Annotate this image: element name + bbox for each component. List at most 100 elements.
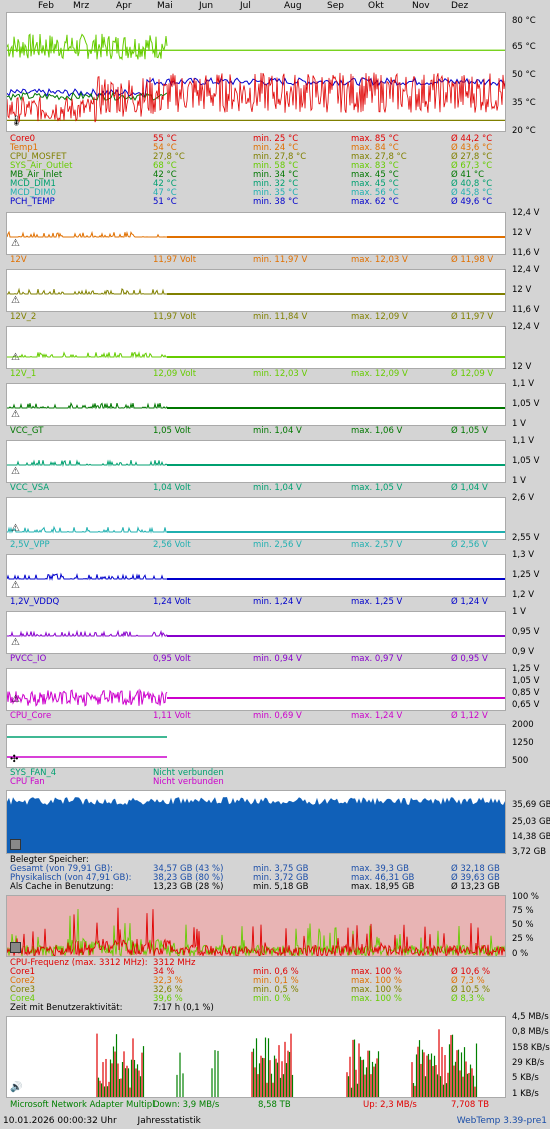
min-value: min. 0 % bbox=[253, 994, 291, 1004]
min-value: min. 5,18 GB bbox=[253, 882, 309, 892]
min-value: min. 3,72 GB bbox=[253, 873, 309, 883]
sensor-name: Core1 bbox=[10, 967, 36, 977]
max-value: max. 100 % bbox=[351, 976, 402, 986]
sensor-name: Core2 bbox=[10, 976, 36, 986]
sensor-name: Als Cache in Benutzung: bbox=[10, 882, 114, 892]
voltage-warning-icon: ⚠ bbox=[11, 466, 20, 477]
voltage-graph: ⚠ bbox=[6, 440, 506, 483]
y-axis-label: 29 KB/s bbox=[512, 1058, 545, 1068]
y-axis-label: 2,55 V bbox=[512, 533, 540, 543]
current-value: 1,05 Volt bbox=[153, 426, 191, 436]
user-activity-value: 7:17 h (0,1 %) bbox=[153, 1003, 214, 1013]
avg-value: Ø 32,18 GB bbox=[451, 864, 500, 874]
min-value: min. 38 °C bbox=[253, 197, 299, 207]
current-value: 1,04 Volt bbox=[153, 483, 191, 493]
y-axis-label: 50 °C bbox=[512, 70, 536, 80]
current-value: 51 °C bbox=[153, 197, 177, 207]
current-value: 42 °C bbox=[153, 170, 177, 180]
month-axis: Feb Mrz Apr Mai Jun Jul Aug Sep Okt Nov Dez bbox=[0, 0, 550, 12]
avg-value: Ø 11,97 V bbox=[451, 312, 494, 322]
sensor-name: MCD_DIM1 bbox=[10, 179, 56, 189]
avg-value: Ø 67,3 °C bbox=[451, 161, 493, 171]
memory-graph bbox=[6, 790, 506, 854]
month-label: Dez bbox=[451, 1, 469, 11]
avg-value: Ø 10,5 % bbox=[451, 985, 491, 995]
y-axis-label: 0 % bbox=[512, 949, 529, 959]
temperature-graph: 🌡 bbox=[6, 12, 506, 132]
avg-value: Ø 1,05 V bbox=[451, 426, 488, 436]
min-value: min. 3,75 GB bbox=[253, 864, 309, 874]
current-value: 12,09 Volt bbox=[153, 369, 197, 379]
max-value: max. 84 °C bbox=[351, 143, 399, 153]
min-value: min. 1,24 V bbox=[253, 597, 302, 607]
avg-value: Ø 45,8 °C bbox=[451, 188, 493, 198]
cpu-frequency-value: 3312 MHz bbox=[153, 958, 196, 968]
min-value: min. 1,04 V bbox=[253, 426, 302, 436]
month-label: Jul bbox=[240, 1, 251, 11]
y-axis-label: 1,25 V bbox=[512, 570, 540, 580]
max-value: max. 1,05 V bbox=[351, 483, 403, 493]
avg-value: Ø 2,56 V bbox=[451, 540, 488, 550]
y-axis-label: 0,9 V bbox=[512, 647, 535, 657]
footer-mode-link[interactable]: Jahresstatistik bbox=[137, 1116, 201, 1126]
y-axis-label: 0,85 V bbox=[512, 688, 540, 698]
version-link[interactable]: WebTemp 3.39-pre1 bbox=[456, 1116, 547, 1126]
current-value: 0,95 Volt bbox=[153, 654, 191, 664]
month-label: Mai bbox=[157, 1, 173, 11]
avg-value: Ø 8,3 % bbox=[451, 994, 485, 1004]
current-value: 34,57 GB (43 %) bbox=[153, 864, 224, 874]
min-value: min. 0,1 % bbox=[253, 976, 299, 986]
avg-value: Ø 1,04 V bbox=[451, 483, 488, 493]
y-axis-label: 25,03 GB bbox=[512, 817, 550, 827]
sensor-name: SYS_Air_Outlet bbox=[10, 161, 73, 171]
max-value: max. 62 °C bbox=[351, 197, 399, 207]
y-axis-label: 1,1 V bbox=[512, 436, 535, 446]
current-value: 2,56 Volt bbox=[153, 540, 191, 550]
memory-chip-icon bbox=[10, 839, 21, 850]
month-label: Jun bbox=[199, 1, 214, 11]
sensor-name: MCD_DIM0 bbox=[10, 188, 56, 198]
voltage-warning-icon: ⚠ bbox=[11, 409, 20, 420]
sensor-name: 12V_1 bbox=[10, 369, 37, 379]
network-up-total: 7,708 TB bbox=[451, 1100, 490, 1110]
avg-value: Ø 27,8 °C bbox=[451, 152, 493, 162]
y-axis-label: 12,4 V bbox=[512, 208, 540, 218]
sensor-name: Physikalisch (von 47,91 GB): bbox=[10, 873, 132, 883]
y-axis-label: 1,25 V bbox=[512, 664, 540, 674]
max-value: max. 46,31 GB bbox=[351, 873, 415, 883]
min-value: min. 0,94 V bbox=[253, 654, 302, 664]
y-axis-label: 75 % bbox=[512, 906, 534, 916]
month-label: Okt bbox=[368, 1, 384, 11]
fan-icon: ✣ bbox=[10, 754, 19, 765]
y-axis-label: 0,65 V bbox=[512, 700, 540, 710]
y-axis-label: 1,05 V bbox=[512, 399, 540, 409]
voltage-warning-icon: ⚠ bbox=[11, 637, 20, 648]
avg-value: Ø 41 °C bbox=[451, 170, 485, 180]
max-value: max. 100 % bbox=[351, 985, 402, 995]
y-axis-label: 1 V bbox=[512, 476, 526, 486]
network-down-total: 8,58 TB bbox=[258, 1100, 291, 1110]
sensor-name: CPU_MOSFET bbox=[10, 152, 67, 162]
voltage-graph: ⚠ bbox=[6, 269, 506, 312]
max-value: max. 56 °C bbox=[351, 188, 399, 198]
current-value: 39,6 % bbox=[153, 994, 183, 1004]
y-axis-label: 158 KB/s bbox=[512, 1043, 550, 1053]
y-axis-label: 11,6 V bbox=[512, 305, 540, 315]
current-value: 27,8 °C bbox=[153, 152, 185, 162]
y-axis-label: 1250 bbox=[512, 738, 534, 748]
sensor-name: 12V_2 bbox=[10, 312, 37, 322]
y-axis-label: 50 % bbox=[512, 920, 534, 930]
max-value: max. 12,09 V bbox=[351, 369, 408, 379]
sensor-name: CPU Fan bbox=[10, 777, 45, 787]
current-value: 1,24 Volt bbox=[153, 597, 191, 607]
y-axis-label: 1,3 V bbox=[512, 550, 535, 560]
min-value: min. 24 °C bbox=[253, 143, 299, 153]
y-axis-label: 0,8 MB/s bbox=[512, 1027, 549, 1037]
sensor-name: 2,5V_VPP bbox=[10, 540, 50, 550]
current-value: 38,23 GB (80 %) bbox=[153, 873, 224, 883]
current-value: 54 °C bbox=[153, 143, 177, 153]
y-axis-label: 1,05 V bbox=[512, 676, 540, 686]
y-axis-label: 2000 bbox=[512, 720, 534, 730]
current-value: 42 °C bbox=[153, 179, 177, 189]
current-value: 13,23 GB (28 %) bbox=[153, 882, 224, 892]
